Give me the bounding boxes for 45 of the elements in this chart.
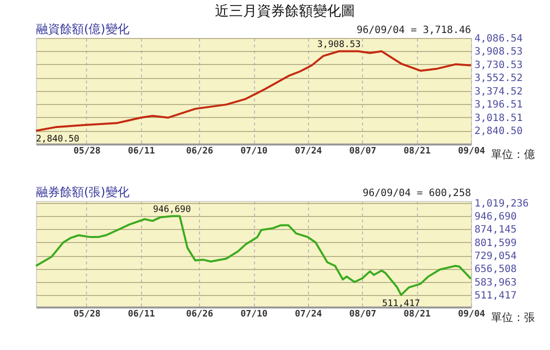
annotation: 2,840.50	[36, 134, 80, 145]
y-tick-label: 511,417	[474, 290, 517, 302]
y-tick-label: 729,054	[474, 251, 517, 262]
x-tick-label: 06/11	[128, 310, 155, 320]
y-tick-label: 801,599	[474, 238, 517, 249]
y-tick-label: 4,086.54	[474, 34, 523, 44]
chart-subtitle: 融券餘額(張)變化	[36, 185, 130, 199]
y-tick-label: 583,963	[474, 277, 517, 288]
x-tick-label: 06/26	[186, 310, 214, 320]
x-tick-label: 07/10	[240, 146, 268, 156]
x-tick-label: 07/24	[294, 310, 322, 320]
chart-subtitle: 融資餘額(億)變化	[36, 22, 130, 36]
y-tick-label: 874,145	[474, 224, 517, 236]
y-tick-label: 1,019,236	[474, 198, 529, 210]
y-tick-label: 3,018.51	[474, 112, 523, 124]
annotation: 3,908.53	[317, 40, 361, 50]
text: 96/09/04 = 3,718.46	[356, 25, 471, 36]
y-tick-label: 3,196.51	[474, 100, 523, 111]
x-tick-label: 05/28	[73, 146, 101, 156]
y-tick-label: 3,552.52	[474, 73, 523, 84]
text: 單位：張	[491, 311, 535, 324]
y-tick-label: 946,690	[474, 212, 517, 223]
x-tick-label: 06/11	[128, 146, 155, 156]
x-tick-label: 08/21	[404, 310, 431, 320]
x-tick-label: 07/24	[294, 146, 322, 156]
y-tick-label: 3,730.53	[474, 60, 523, 71]
x-tick-label: 08/07	[349, 146, 376, 156]
x-tick-label: 06/26	[186, 146, 214, 156]
x-tick-label: 07/10	[240, 310, 268, 320]
annotation: 946,690	[152, 205, 191, 216]
y-tick-label: 3,374.52	[474, 86, 523, 98]
line-series	[35, 50, 472, 132]
y-tick-label: 656,508	[474, 264, 517, 276]
x-tick-label: 09/04	[458, 146, 486, 156]
line-series	[35, 215, 472, 296]
chart-title: 近三月資券餘額變化圖	[215, 4, 355, 20]
annotation: 511,417	[382, 298, 420, 309]
x-tick-label: 09/04	[458, 310, 486, 320]
x-tick-label: 08/21	[404, 146, 431, 156]
y-tick-label: 3,908.53	[474, 46, 523, 58]
x-tick-label: 05/28	[73, 310, 101, 320]
x-tick-label: 08/07	[349, 310, 376, 320]
text: 96/09/04 = 600,258	[362, 188, 471, 199]
text: 單位：億	[491, 148, 535, 161]
y-tick-label: 2,840.50	[474, 126, 523, 138]
